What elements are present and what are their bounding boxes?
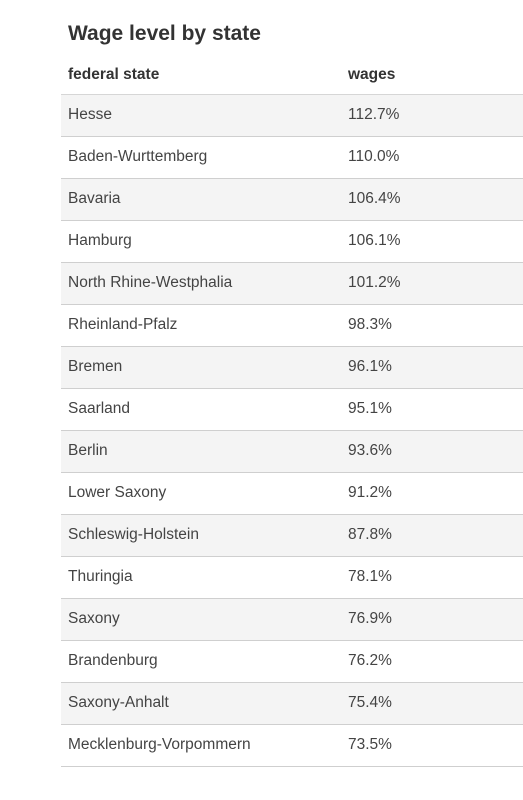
state-cell: Hesse — [61, 94, 341, 137]
state-cell: Lower Saxony — [61, 472, 341, 515]
table-row: Hesse 112.7% — [61, 94, 523, 137]
state-cell: Bremen — [61, 346, 341, 389]
state-cell: Saxony-Anhalt — [61, 682, 341, 725]
table-row: Lower Saxony 91.2% — [61, 472, 523, 515]
state-cell: Saxony — [61, 598, 341, 641]
table-row: Rheinland-Pfalz 98.3% — [61, 304, 523, 347]
column-header-federal-state: federal state — [61, 56, 341, 95]
wage-cell: 96.1% — [341, 346, 523, 389]
state-cell: Mecklenburg-Vorpommern — [61, 724, 341, 767]
wage-cell: 75.4% — [341, 682, 523, 725]
table-header: federal state wages — [61, 56, 523, 95]
wage-table-container: Wage level by state federal state wages … — [61, 0, 523, 767]
state-cell: Schleswig-Holstein — [61, 514, 341, 557]
state-cell: Rheinland-Pfalz — [61, 304, 341, 347]
wage-cell: 78.1% — [341, 556, 523, 599]
wage-table: federal state wages Hesse 112.7% Baden-Wu… — [61, 56, 523, 767]
wage-cell: 112.7% — [341, 94, 523, 137]
table-row: Thuringia 78.1% — [61, 556, 523, 599]
state-cell: Saarland — [61, 388, 341, 431]
wage-cell: 106.1% — [341, 220, 523, 263]
table-body: Hesse 112.7% Baden-Wurttemberg 110.0% Bava… — [61, 94, 523, 767]
state-cell: Hamburg — [61, 220, 341, 263]
wage-cell: 101.2% — [341, 262, 523, 305]
table-row: Mecklenburg-Vorpommern 73.5% — [61, 724, 523, 767]
wage-cell: 98.3% — [341, 304, 523, 347]
table-row: Bavaria 106.4% — [61, 178, 523, 221]
state-cell: North Rhine-Westphalia — [61, 262, 341, 305]
table-row: Bremen 96.1% — [61, 346, 523, 389]
wage-cell: 87.8% — [341, 514, 523, 557]
wage-cell: 95.1% — [341, 388, 523, 431]
state-cell: Bavaria — [61, 178, 341, 221]
table-row: Brandenburg 76.2% — [61, 640, 523, 683]
table-row: Saxony-Anhalt 75.4% — [61, 682, 523, 725]
state-cell: Thuringia — [61, 556, 341, 599]
state-cell: Baden-Wurttemberg — [61, 136, 341, 179]
table-title: Wage level by state — [68, 22, 261, 45]
wage-cell: 110.0% — [341, 136, 523, 179]
header-row: federal state wages — [61, 56, 523, 95]
table-row: Saxony 76.9% — [61, 598, 523, 641]
wage-cell: 93.6% — [341, 430, 523, 473]
wage-cell: 106.4% — [341, 178, 523, 221]
state-cell: Berlin — [61, 430, 341, 473]
state-cell: Brandenburg — [61, 640, 341, 683]
table-row: Schleswig-Holstein 87.8% — [61, 514, 523, 557]
wage-cell: 76.9% — [341, 598, 523, 641]
table-row: Baden-Wurttemberg 110.0% — [61, 136, 523, 179]
table-row: Saarland 95.1% — [61, 388, 523, 431]
table-row: Hamburg 106.1% — [61, 220, 523, 263]
wage-cell: 76.2% — [341, 640, 523, 683]
wage-cell: 73.5% — [341, 724, 523, 767]
table-row: North Rhine-Westphalia 101.2% — [61, 262, 523, 305]
wage-cell: 91.2% — [341, 472, 523, 515]
table-row: Berlin 93.6% — [61, 430, 523, 473]
column-header-wages: wages — [341, 56, 523, 95]
